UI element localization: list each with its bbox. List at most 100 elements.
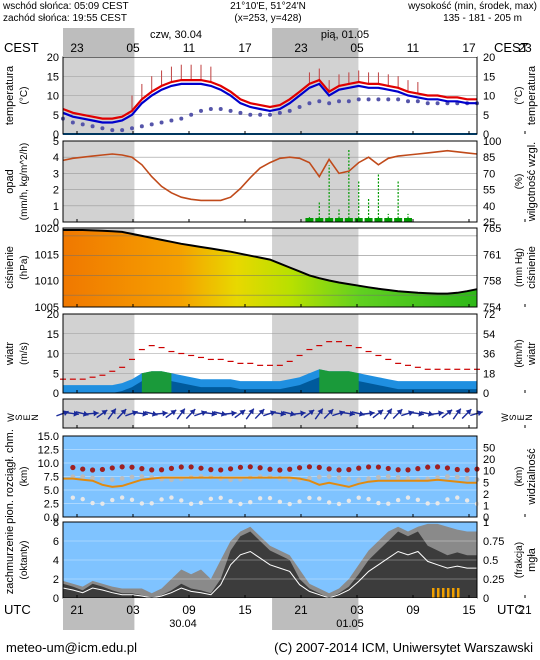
cloud-base-visibility-right-tick-label: 50 <box>483 443 495 455</box>
cloud-base-visibility-left-tick-label: 15.0 <box>38 431 59 443</box>
wind-direction-arrow <box>134 410 148 417</box>
cloud-mid-dot <box>376 474 381 480</box>
timebar-day-bottom <box>134 598 273 630</box>
temperature-right-tick-label: 10 <box>483 91 495 103</box>
dewpoint-dot <box>120 128 125 133</box>
cloud-low-dot <box>80 496 85 502</box>
wind-direction-arrow <box>303 409 315 419</box>
cloud-top-dot <box>129 464 135 470</box>
cloud-mid-dot <box>119 476 125 481</box>
wind-right-tick-label: 54 <box>483 329 495 341</box>
top-hour-tick-label: 11 <box>407 41 420 55</box>
cloud-mid-dot <box>385 474 391 479</box>
wind-direction-arrow <box>341 410 355 417</box>
dewpoint-dot <box>130 126 134 131</box>
cloud-top-dot <box>444 465 451 471</box>
cloud-fog-left-tick-label: 4 <box>53 555 59 567</box>
timebar-night-bottom <box>272 598 359 630</box>
bottom-hour-tick-label: 15 <box>238 603 252 617</box>
precipitation-humidity-right-tick-label: 55 <box>483 185 495 197</box>
cloud-top-dot <box>119 464 125 470</box>
arrow-head <box>386 408 392 415</box>
cloud-base-visibility-right-unit: (km) <box>514 467 525 487</box>
top-hour-tick-label: 23 <box>518 41 532 55</box>
cloud-top-dot <box>109 465 115 471</box>
night-band <box>272 141 359 222</box>
wind-strong-area <box>319 369 359 393</box>
temperature-left-tick-label: 15 <box>47 71 59 83</box>
arrow-head <box>162 410 168 417</box>
wind-left-title: wiatr <box>4 342 16 367</box>
cloud-low-dot <box>277 499 283 505</box>
cloud-top-dot <box>227 466 234 472</box>
dewpoint-dot <box>159 120 164 125</box>
arrow-head <box>300 410 306 417</box>
cloud-top-dot <box>149 467 155 473</box>
fog-bar <box>442 588 445 598</box>
top-hour-tick-label: 17 <box>238 41 252 55</box>
precip-base <box>325 218 334 222</box>
cloud-base-visibility-left-tick-label: 10.0 <box>38 458 59 470</box>
cloud-low-dot <box>455 495 460 500</box>
wind-direction-arrow <box>165 409 177 419</box>
arrow-head <box>248 408 254 415</box>
wind-direction-arrow <box>234 409 246 419</box>
cloud-low-dot <box>100 501 105 506</box>
top-hour-tick-label: 11 <box>183 41 196 55</box>
arrow-head <box>408 410 414 417</box>
precip-base <box>354 218 363 222</box>
bottom-hour-tick-label: 21 <box>294 603 308 617</box>
arrow-head <box>438 410 444 417</box>
cloud-low-dot <box>149 501 154 506</box>
arrow-head <box>110 408 116 415</box>
timebar-day-top <box>358 28 477 57</box>
precip-base <box>344 218 353 222</box>
wind-left-unit: (m/s) <box>19 342 30 365</box>
cloud-top-dot <box>375 464 382 470</box>
dewpoint-dot <box>90 124 95 129</box>
cloud-mid-dot <box>129 474 135 480</box>
perceived-temperature-line <box>62 82 477 124</box>
precipitation-humidity-right-tick-label: 85 <box>483 152 495 164</box>
precipitation-humidity-right-tick-label: 100 <box>483 136 501 148</box>
cloud-low-dot <box>218 495 223 500</box>
cloud-mid-dot <box>356 477 362 483</box>
utc-label-right: UTC <box>497 602 524 617</box>
cloud-top-dot <box>434 464 441 470</box>
cloud-mid-dot <box>109 477 115 483</box>
cloud-low-dot <box>238 501 243 507</box>
pressure-line <box>63 229 478 295</box>
cloud-low-dot <box>70 495 76 500</box>
cloud-top-dot <box>178 464 184 470</box>
cloud-mid-dot <box>464 475 470 481</box>
wind-direction-arrow <box>85 410 99 417</box>
cloud-low-dot <box>129 497 135 502</box>
wind-direction-arrow <box>107 408 117 420</box>
cloud-low-dot <box>317 496 322 501</box>
pressure-right-tick-label: 765 <box>483 223 501 235</box>
wind-direction-arrow <box>383 408 393 420</box>
cloud-top-dot <box>326 466 332 472</box>
arrow-head <box>308 409 315 416</box>
cloud-fog-left-tick-label: 2 <box>53 574 59 586</box>
dewpoint-dot <box>100 126 105 131</box>
cloud-top-dot <box>306 464 313 470</box>
top-hour-tick-label: 23 <box>294 41 308 55</box>
cloud-top-dot <box>277 467 283 473</box>
footer-email[interactable]: meteo-um@icm.edu.pl <box>6 640 137 655</box>
cloud-fog-left-tick-label: 0 <box>53 593 59 605</box>
dewpoint-dot <box>327 101 332 106</box>
arrow-head <box>317 408 323 415</box>
sunset-text: zachód słońca: 19:55 CEST <box>3 13 127 24</box>
precip-base <box>315 218 324 222</box>
dewpoint-dot <box>356 97 361 102</box>
dewpoint-dot <box>169 118 174 123</box>
pressure-left-title: ciśnienie <box>4 246 16 289</box>
dewpoint-dot <box>189 112 194 117</box>
pressure-left-tick-label: 1015 <box>35 249 59 261</box>
arrow-head <box>427 410 434 417</box>
dewpoint-dot <box>268 112 272 117</box>
wind-direction-arrow <box>223 410 237 417</box>
precipitation-humidity-right-tick-label: 40 <box>483 201 495 213</box>
cloud-mid-dot <box>316 474 322 480</box>
